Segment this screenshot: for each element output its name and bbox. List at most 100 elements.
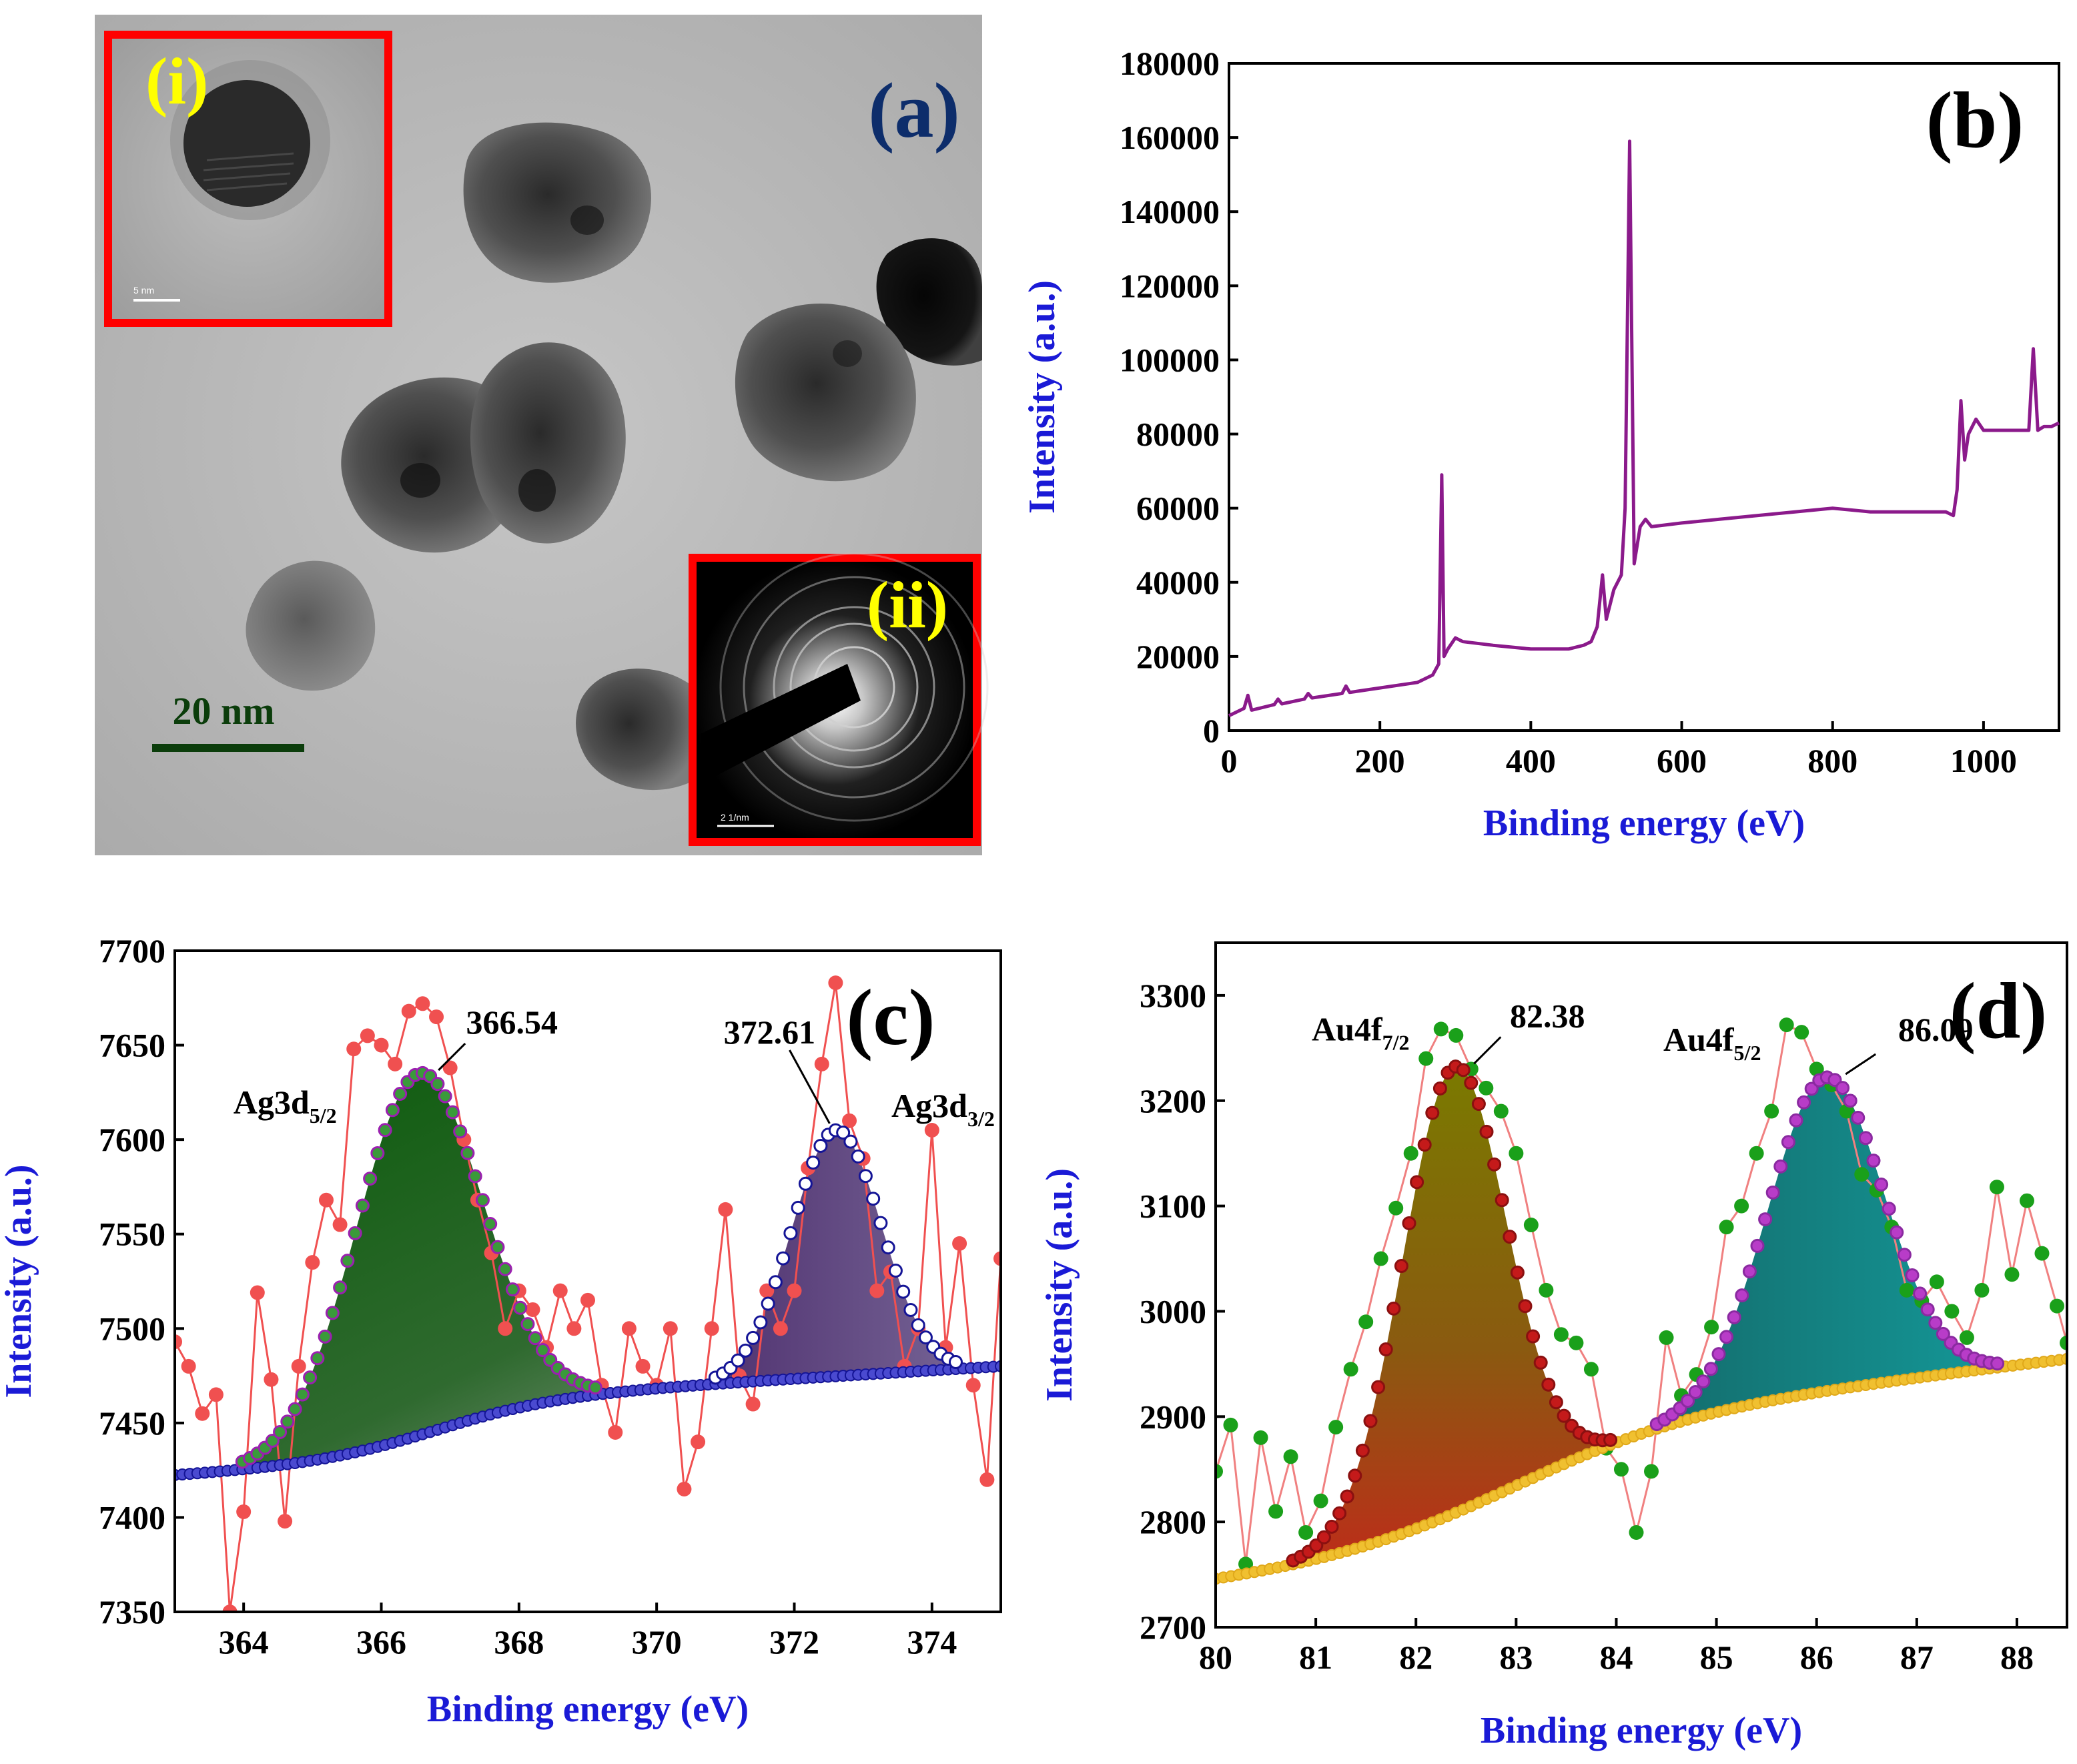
fit-envelope-point bbox=[1464, 1075, 1479, 1090]
inset-ii-label: (ii) bbox=[867, 568, 948, 642]
x-tick-label: 84 bbox=[1599, 1639, 1633, 1676]
raw-data-point bbox=[1944, 1304, 1960, 1319]
raw-data-point bbox=[1358, 1314, 1374, 1330]
raw-data-point bbox=[1629, 1524, 1644, 1540]
peak-arrow bbox=[1845, 1053, 1877, 1075]
x-tick-label: 86 bbox=[1800, 1639, 1833, 1676]
fit-envelope-point bbox=[761, 1296, 775, 1311]
raw-data-point bbox=[332, 1217, 348, 1232]
fit-envelope-point bbox=[1355, 1443, 1370, 1458]
raw-data-point bbox=[1268, 1504, 1284, 1519]
y-tick-label: 7350 bbox=[99, 1593, 165, 1631]
fit-envelope-point bbox=[498, 1262, 512, 1276]
raw-data-point bbox=[291, 1358, 306, 1374]
peak-name-label: Au4f5/2 bbox=[1663, 1021, 1761, 1065]
x-tick-label: 88 bbox=[2000, 1639, 2034, 1676]
fit-envelope-point bbox=[438, 1089, 452, 1104]
fit-envelope-point bbox=[453, 1124, 468, 1139]
y-tick-label: 140000 bbox=[1120, 193, 1220, 230]
nanoparticle bbox=[463, 122, 651, 283]
fit-envelope-point bbox=[310, 1351, 325, 1366]
x-axis-title: Binding energy (eV) bbox=[1481, 1710, 1802, 1751]
fit-envelope-point bbox=[1835, 1081, 1850, 1095]
x-tick-label: 372 bbox=[769, 1623, 819, 1661]
fit-envelope-point bbox=[1417, 1138, 1432, 1152]
fit-envelope-point bbox=[1394, 1259, 1408, 1274]
fitted-component-area bbox=[175, 1130, 1001, 1475]
fit-envelope-point bbox=[1882, 1202, 1896, 1216]
raw-data-point bbox=[1253, 1430, 1268, 1445]
fit-envelope-point bbox=[1495, 1193, 1509, 1208]
peak-position-label: 366.54 bbox=[466, 1003, 558, 1041]
x-tick-label: 600 bbox=[1657, 742, 1707, 779]
fit-envelope-point bbox=[303, 1370, 318, 1385]
panel-b-series bbox=[1228, 139, 2060, 718]
raw-data-point bbox=[498, 1321, 513, 1336]
fit-envelope-point bbox=[813, 1138, 828, 1153]
raw-data-point bbox=[1764, 1104, 1779, 1119]
raw-data-point bbox=[2049, 1298, 2064, 1314]
raw-data-point bbox=[1644, 1464, 1659, 1479]
fit-envelope-point bbox=[1471, 1097, 1486, 1112]
nanoparticle-core bbox=[833, 340, 862, 367]
y-tick-label: 7450 bbox=[99, 1404, 165, 1442]
fit-envelope-point bbox=[1402, 1216, 1416, 1230]
raw-data-point bbox=[1734, 1198, 1749, 1214]
fit-envelope-point bbox=[1603, 1432, 1618, 1447]
plot-frame bbox=[173, 949, 1002, 1613]
raw-data-point bbox=[1509, 1146, 1524, 1161]
peak-arrow bbox=[789, 1049, 831, 1124]
raw-data-point bbox=[691, 1434, 706, 1450]
y-tick-label: 2900 bbox=[1140, 1398, 1206, 1435]
raw-data-point bbox=[1283, 1449, 1298, 1464]
raw-data-point bbox=[580, 1292, 595, 1308]
x-axis-title: Binding energy (eV) bbox=[427, 1689, 749, 1730]
inset-ii-saed: 2 1/nm (ii) bbox=[689, 552, 989, 846]
fit-envelope-point bbox=[1928, 1316, 1943, 1330]
raw-data-point bbox=[1298, 1524, 1314, 1540]
fit-envelope-point bbox=[753, 1315, 768, 1330]
fit-envelope-point bbox=[355, 1198, 370, 1213]
x-tick-label: 200 bbox=[1355, 742, 1405, 779]
raw-data-point bbox=[2004, 1267, 2020, 1282]
x-tick-label: 83 bbox=[1499, 1639, 1533, 1676]
fit-envelope-point bbox=[280, 1414, 295, 1429]
raw-data-point bbox=[1749, 1146, 1764, 1161]
fit-envelope-point bbox=[1913, 1286, 1928, 1301]
peak-name-label: Ag3d5/2 bbox=[234, 1083, 337, 1128]
fit-envelope-point bbox=[528, 1331, 542, 1346]
y-tick-label: 7400 bbox=[99, 1498, 165, 1536]
panel-a-tem-image: 20 nm (a) 5 nm (i) bbox=[95, 15, 989, 855]
fit-envelope-point bbox=[1309, 1538, 1324, 1553]
peak-arrow bbox=[1473, 1036, 1502, 1065]
raw-data-point bbox=[1523, 1218, 1539, 1233]
raw-data-point bbox=[1854, 1167, 1870, 1182]
x-tick-label: 370 bbox=[632, 1623, 682, 1661]
raw-data-point bbox=[1493, 1104, 1509, 1119]
fit-envelope-point bbox=[888, 1264, 903, 1278]
raw-data-point bbox=[745, 1396, 761, 1412]
fit-envelope-point bbox=[1742, 1264, 1757, 1279]
raw-data-point bbox=[828, 975, 843, 991]
raw-data-point bbox=[1809, 1061, 1824, 1077]
fit-envelope-point bbox=[1727, 1310, 1741, 1324]
nanoparticles bbox=[246, 122, 982, 791]
raw-data-point bbox=[1418, 1051, 1434, 1066]
fit-envelope-point bbox=[385, 1103, 400, 1118]
raw-data-point bbox=[1403, 1146, 1418, 1161]
raw-data-point bbox=[264, 1372, 279, 1387]
fit-envelope-point bbox=[348, 1226, 362, 1240]
fit-envelope-point bbox=[1711, 1347, 1726, 1362]
panel-d-plot-area bbox=[1216, 1017, 2067, 1585]
fit-envelope-point bbox=[1851, 1110, 1865, 1125]
peak-name-label: Ag3d3/2 bbox=[891, 1087, 995, 1131]
fit-envelope-point bbox=[836, 1126, 851, 1140]
y-tick-label: 7500 bbox=[99, 1310, 165, 1347]
fit-envelope-point bbox=[731, 1353, 745, 1368]
nanoparticle bbox=[876, 238, 982, 366]
panel-d-label: (d) bbox=[1950, 966, 2048, 1055]
fit-envelope-point bbox=[1332, 1506, 1347, 1520]
fit-envelope-point bbox=[370, 1146, 385, 1160]
raw-data-point bbox=[388, 1056, 403, 1071]
raw-data-point bbox=[195, 1406, 210, 1421]
